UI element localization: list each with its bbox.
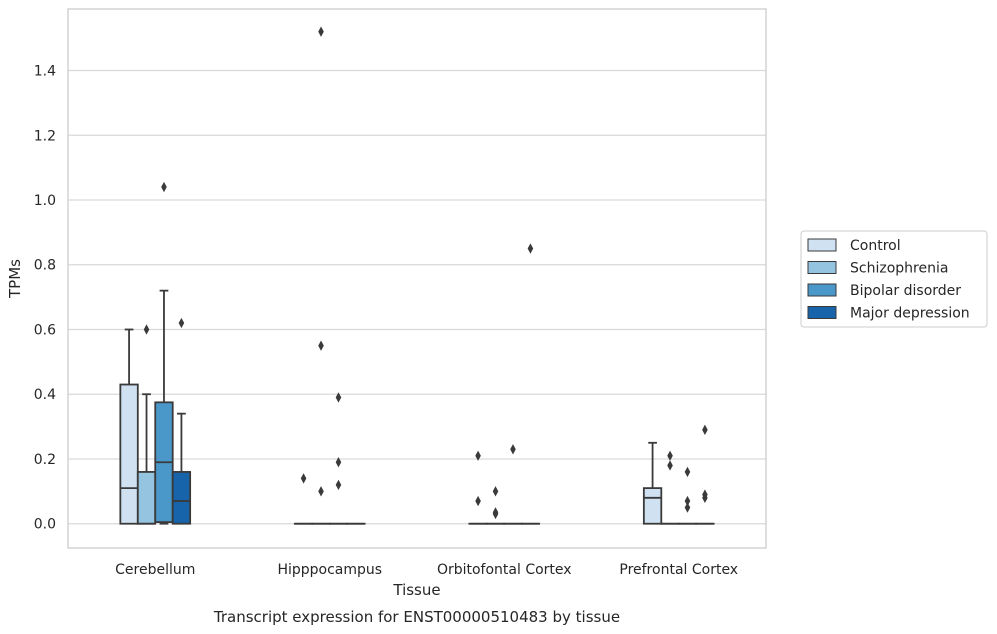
chart-caption: Transcript expression for ENST0000051048… — [213, 608, 620, 626]
box-1-3 — [660, 450, 680, 525]
box-2-1 — [328, 392, 349, 525]
outlier-point — [702, 492, 708, 503]
x-tick-label: Prefrontal Cortex — [619, 562, 738, 578]
box-body — [171, 471, 192, 525]
x-tick-label: Orbitofontal Cortex — [437, 562, 572, 578]
outlier-point — [335, 479, 342, 491]
outlier-point — [475, 495, 481, 507]
box-body — [136, 471, 157, 525]
x-tick-label: Hipppocampus — [277, 562, 382, 578]
outlier-point — [318, 486, 324, 497]
outlier-point — [684, 495, 691, 507]
box-0-0 — [119, 328, 139, 525]
box-1-1 — [311, 26, 331, 525]
box-3-0 — [171, 317, 192, 525]
legend-swatch — [807, 283, 837, 297]
x-axis-label: Tissue — [392, 581, 440, 599]
outlier-point — [702, 424, 708, 436]
outlier-point — [667, 460, 673, 471]
plot-area — [119, 26, 715, 525]
y-tick-label: 1.2 — [34, 128, 56, 144]
box-0-1 — [293, 473, 314, 525]
y-tick-label: 0.2 — [34, 452, 56, 468]
y-tick-label: 0.8 — [34, 258, 56, 274]
outlier-point — [335, 457, 342, 468]
outlier-point — [318, 340, 324, 351]
box-3-2 — [520, 243, 541, 525]
y-axis-ticks: 0.0 0.2 0.4 0.6 0.8 1.0 1.2 1.4 — [34, 64, 56, 533]
legend-swatch — [807, 306, 837, 319]
outlier-point — [527, 243, 534, 254]
box-body — [119, 383, 139, 525]
y-tick-label: 0.0 — [34, 517, 56, 533]
outlier-point — [492, 508, 499, 520]
x-tick-label: Cerebellum — [115, 562, 195, 578]
box-0-2 — [468, 450, 488, 525]
y-tick-label: 1.0 — [34, 193, 56, 209]
legend-swatch — [807, 261, 837, 274]
legend-frame — [800, 230, 988, 328]
box-0-3 — [642, 441, 663, 525]
outlier-point — [300, 473, 307, 484]
outlier-point — [667, 450, 673, 461]
legend-label: Schizophrenia — [850, 261, 948, 277]
y-tick-label: 0.6 — [34, 322, 56, 338]
box-3-3 — [695, 424, 715, 525]
box-body — [642, 487, 663, 525]
box-1-2 — [485, 486, 506, 525]
outlier-point — [318, 26, 324, 37]
y-axis-label: TPMs — [6, 259, 24, 299]
outlier-point — [510, 444, 516, 455]
outlier-point — [684, 466, 691, 478]
outlier-point — [475, 450, 481, 461]
outlier-point — [492, 486, 499, 497]
legend: Control Schizophrenia Bipolar disorder Majo… — [800, 230, 988, 328]
y-tick-label: 0.4 — [34, 387, 56, 403]
legend-label: Bipolar disorder — [850, 283, 961, 299]
x-axis-ticks: Cerebellum Hipppocampus Orbitofontal Corte… — [115, 562, 738, 578]
y-tick-label: 1.4 — [34, 64, 56, 80]
gridlines — [68, 69, 766, 525]
box-1-0 — [136, 324, 157, 525]
box-2-2 — [503, 444, 523, 525]
plot-frame — [67, 8, 767, 549]
outlier-point — [143, 324, 150, 335]
legend-label: Control — [850, 238, 901, 254]
legend-label: Major depression — [850, 306, 970, 322]
outlier-point — [178, 317, 185, 329]
box-2-0 — [154, 181, 174, 525]
outlier-point — [335, 392, 342, 403]
box-2-3 — [677, 466, 698, 525]
outlier-point — [161, 181, 167, 193]
outlier-point — [684, 502, 691, 513]
legend-swatch — [807, 238, 837, 252]
